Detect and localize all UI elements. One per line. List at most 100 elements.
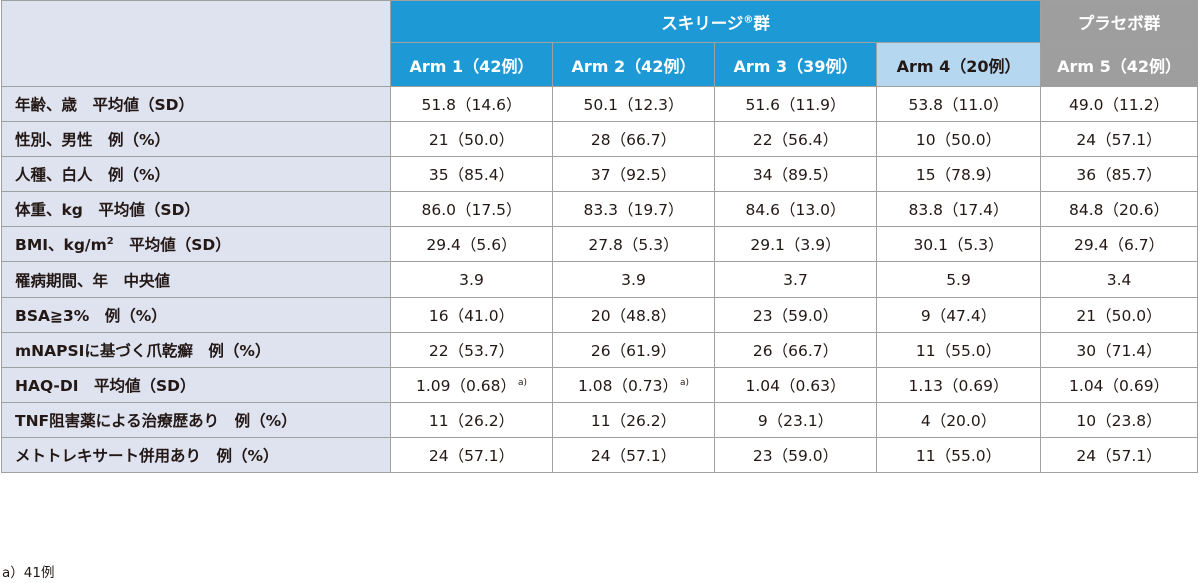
table-cell: 49.0（11.2） xyxy=(1040,85,1199,123)
corner-cell xyxy=(1,0,391,87)
table-cell: 21（50.0） xyxy=(1040,296,1199,333)
table-cell: 24（57.1） xyxy=(1040,436,1199,474)
table-cell: 30（71.4） xyxy=(1040,331,1199,368)
footnote-marker: a) xyxy=(518,377,528,388)
placebo-group-header: プラセボ群 xyxy=(1040,0,1199,43)
table-cell: 23（59.0） xyxy=(714,436,877,474)
table-cell: 11（26.2） xyxy=(390,401,553,438)
row-label: BSA≧3% 例（%） xyxy=(1,296,391,333)
table-cell: 53.8（11.0） xyxy=(875,85,1042,123)
table-cell: 20（48.8） xyxy=(552,296,715,333)
table-cell: 30.1（5.3） xyxy=(875,226,1042,263)
table-cell: 9（23.1） xyxy=(714,401,877,438)
cell-value: 1.09（0.68） xyxy=(415,376,516,395)
row-label: HAQ-DI 平均値（SD） xyxy=(1,366,391,403)
skyrizi-group-header: スキリージ®群 xyxy=(389,0,1042,43)
row-label: 罹病期間、年 中央値 xyxy=(1,261,391,298)
table-cell: 23（59.0） xyxy=(714,296,877,333)
table-row-race: 人種、白人 例（%） 35（85.4） 37（92.5） 34（89.5） 15… xyxy=(1,156,1199,193)
arm-3-header: Arm 3（39例） xyxy=(714,42,877,87)
table-cell: 1.09（0.68） a) xyxy=(390,366,553,403)
row-label: 年齢、歳 平均値（SD） xyxy=(1,85,391,123)
table-cell: 1.04（0.69） xyxy=(1040,366,1199,403)
table-row-tnf-history: TNF阻害薬による治療歴あり 例（%） 11（26.2） 11（26.2） 9（… xyxy=(1,401,1199,438)
table-cell: 83.3（19.7） xyxy=(552,191,715,228)
registered-mark: ® xyxy=(743,14,754,25)
table-cell: 11（55.0） xyxy=(875,331,1042,368)
table-cell: 26（61.9） xyxy=(552,331,715,368)
table-cell: 50.1（12.3） xyxy=(552,85,715,123)
bmi-label-suffix: 平均値（SD） xyxy=(113,236,231,255)
table-cell: 9（47.4） xyxy=(875,296,1042,333)
table-cell: 34（89.5） xyxy=(714,156,877,193)
table-cell: 37（92.5） xyxy=(552,156,715,193)
table-cell: 36（85.7） xyxy=(1040,156,1199,193)
table-cell: 26（66.7） xyxy=(714,331,877,368)
bmi-label: BMI、kg/m xyxy=(15,236,107,255)
table-cell: 51.8（14.6） xyxy=(390,85,553,123)
table-cell: 86.0（17.5） xyxy=(390,191,553,228)
row-label: メトトレキサート併用あり 例（%） xyxy=(1,436,391,474)
skyrizi-group-name: スキリージ xyxy=(661,13,744,33)
table-row-disease-duration: 罹病期間、年 中央値 3.9 3.9 3.7 5.9 3.4 xyxy=(1,261,1199,298)
table-cell: 24（57.1） xyxy=(390,436,553,474)
table-cell: 29.4（5.6） xyxy=(390,226,553,263)
table-row-bmi: BMI、kg/m2 平均値（SD） 29.4（5.6） 27.8（5.3） 29… xyxy=(1,226,1199,263)
table-cell: 11（55.0） xyxy=(875,436,1042,474)
arm-4-header: Arm 4（20例） xyxy=(875,42,1042,87)
row-label: BMI、kg/m2 平均値（SD） xyxy=(1,226,391,263)
table-cell: 84.8（20.6） xyxy=(1040,191,1199,228)
footnote-marker: a) xyxy=(680,377,690,388)
row-label: 体重、kg 平均値（SD） xyxy=(1,191,391,228)
table-row-haq-di: HAQ-DI 平均値（SD） 1.09（0.68） a) 1.08（0.73） a)… xyxy=(1,366,1199,403)
table-cell: 3.9 xyxy=(552,261,715,298)
bmi-label-superscript: 2 xyxy=(106,236,114,248)
table-cell: 51.6（11.9） xyxy=(714,85,877,123)
table-cell: 84.6（13.0） xyxy=(714,191,877,228)
table-cell: 16（41.0） xyxy=(390,296,553,333)
table-row-sex: 性別、男性 例（%） 21（50.0） 28（66.7） 22（56.4） 10… xyxy=(1,121,1199,158)
table-cell: 22（56.4） xyxy=(714,121,877,158)
table-cell: 4（20.0） xyxy=(875,401,1042,438)
table-cell: 11（26.2） xyxy=(552,401,715,438)
row-label: TNF阻害薬による治療歴あり 例（%） xyxy=(1,401,391,438)
arm-5-header: Arm 5（42例） xyxy=(1040,42,1199,87)
table-cell: 3.4 xyxy=(1040,261,1199,298)
table-cell: 22（53.7） xyxy=(390,331,553,368)
group-header-row: スキリージ®群 プラセボ群 xyxy=(1,0,1199,87)
table-cell: 1.08（0.73） a) xyxy=(552,366,715,403)
table-cell: 24（57.1） xyxy=(552,436,715,474)
table-cell: 15（78.9） xyxy=(875,156,1042,193)
table-cell: 5.9 xyxy=(875,261,1042,298)
table-row-weight: 体重、kg 平均値（SD） 86.0（17.5） 83.3（19.7） 84.6… xyxy=(1,191,1199,228)
skyrizi-group-suffix: 群 xyxy=(753,13,770,33)
row-label: 性別、男性 例（%） xyxy=(1,121,391,158)
table-cell: 3.7 xyxy=(714,261,877,298)
table-cell: 29.4（6.7） xyxy=(1040,226,1199,263)
row-label: 人種、白人 例（%） xyxy=(1,156,391,193)
table-cell: 10（50.0） xyxy=(875,121,1042,158)
table-cell: 28（66.7） xyxy=(552,121,715,158)
arm-1-header: Arm 1（42例） xyxy=(390,42,553,87)
table-cell: 29.1（3.9） xyxy=(714,226,877,263)
table-cell: 1.13（0.69） xyxy=(875,366,1042,403)
table-row-nail-psoriasis: mNAPSIに基づく爪乾癬 例（%） 22（53.7） 26（61.9） 26（… xyxy=(1,331,1199,368)
table-cell: 10（23.8） xyxy=(1040,401,1199,438)
table-row-bsa: BSA≧3% 例（%） 16（41.0） 20（48.8） 23（59.0） 9… xyxy=(1,296,1199,333)
baseline-characteristics-table: スキリージ®群 プラセボ群 Arm 1（42例） Arm 2（42例） Arm … xyxy=(1,0,1199,474)
arm-header-row: Arm 1（42例） Arm 2（42例） Arm 3（39例） Arm 4（2… xyxy=(2,42,1199,87)
table-cell: 24（57.1） xyxy=(1040,121,1199,158)
arm-2-header: Arm 2（42例） xyxy=(552,42,715,87)
table-cell: 35（85.4） xyxy=(390,156,553,193)
footnote: a）41例 xyxy=(2,565,55,581)
table-row-methotrexate: メトトレキサート併用あり 例（%） 24（57.1） 24（57.1） 23（5… xyxy=(1,436,1199,474)
table-cell: 83.8（17.4） xyxy=(875,191,1042,228)
cell-value: 1.08（0.73） xyxy=(577,376,678,395)
table-cell: 1.04（0.63） xyxy=(714,366,877,403)
row-label: mNAPSIに基づく爪乾癬 例（%） xyxy=(1,331,391,368)
table-cell: 21（50.0） xyxy=(390,121,553,158)
table-row-age: 年齢、歳 平均値（SD） 51.8（14.6） 50.1（12.3） 51.6（… xyxy=(1,85,1199,123)
table-cell: 3.9 xyxy=(390,261,553,298)
table-cell: 27.8（5.3） xyxy=(552,226,715,263)
